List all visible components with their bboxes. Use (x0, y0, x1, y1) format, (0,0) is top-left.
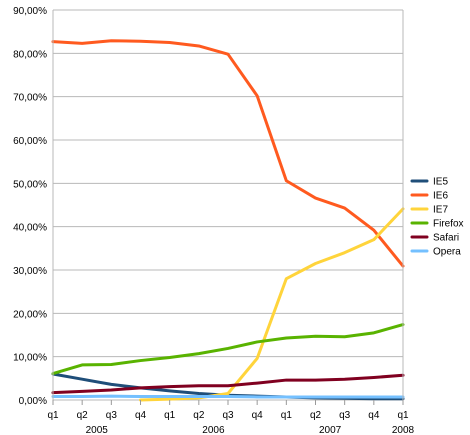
series-line-opera (51, 394, 405, 399)
y-tick-label: 10,00% (13, 353, 47, 364)
x-tick-label: q2 (193, 410, 205, 421)
y-tick-label: 90,00% (13, 6, 47, 17)
y-tick-label: 30,00% (13, 266, 47, 277)
y-tick-label: 50,00% (13, 179, 47, 190)
series-line-safari (51, 373, 405, 395)
x-tick-label: q2 (77, 410, 89, 421)
legend-label-opera: Opera (433, 247, 461, 258)
x-tick-label: q1 (281, 410, 293, 421)
x-tick-label: q4 (135, 410, 147, 421)
x-year-label: 2005 (86, 425, 109, 435)
series-lines (51, 39, 405, 402)
grid-lines (53, 9, 403, 401)
series-line-ie7 (139, 207, 405, 402)
x-year-label: 2007 (319, 425, 342, 435)
y-tick-label: 80,00% (13, 49, 47, 60)
x-year-label: 2008 (392, 425, 415, 435)
series-line-ie6 (51, 39, 405, 268)
y-tick-label: 60,00% (13, 136, 47, 147)
x-tick-label: q2 (310, 410, 322, 421)
legend: IE5 IE6 IE7 Firefox Safari Opera (410, 177, 464, 258)
x-tick-label: q1 (164, 410, 176, 421)
x-tick-label: q3 (222, 410, 234, 421)
y-tick-label: 0,00% (19, 396, 47, 407)
x-tick-label: q3 (339, 410, 351, 421)
series-line-firefox (51, 323, 405, 376)
legend-label-ie6: IE6 (433, 191, 448, 202)
y-tick-label: 40,00% (13, 223, 47, 234)
legend-label-safari: Safari (433, 233, 459, 244)
y-tick-label: 20,00% (13, 309, 47, 320)
x-year-label: 2006 (202, 425, 225, 435)
x-tick-label: q1 (47, 410, 59, 421)
x-tick-label: q3 (106, 410, 118, 421)
axis: 0,00% 10,00% 20,00% 30,00% 40,00% 50,00% 60,00… (13, 6, 414, 435)
legend-label-ie5: IE5 (433, 177, 448, 188)
legend-label-ie7: IE7 (433, 205, 448, 216)
x-tick-label: q4 (252, 410, 264, 421)
x-tick-label: q4 (368, 410, 380, 421)
legend-label-firefox: Firefox (433, 219, 464, 230)
y-tick-label: 70,00% (13, 93, 47, 104)
x-tick-label: q1 (397, 410, 409, 421)
